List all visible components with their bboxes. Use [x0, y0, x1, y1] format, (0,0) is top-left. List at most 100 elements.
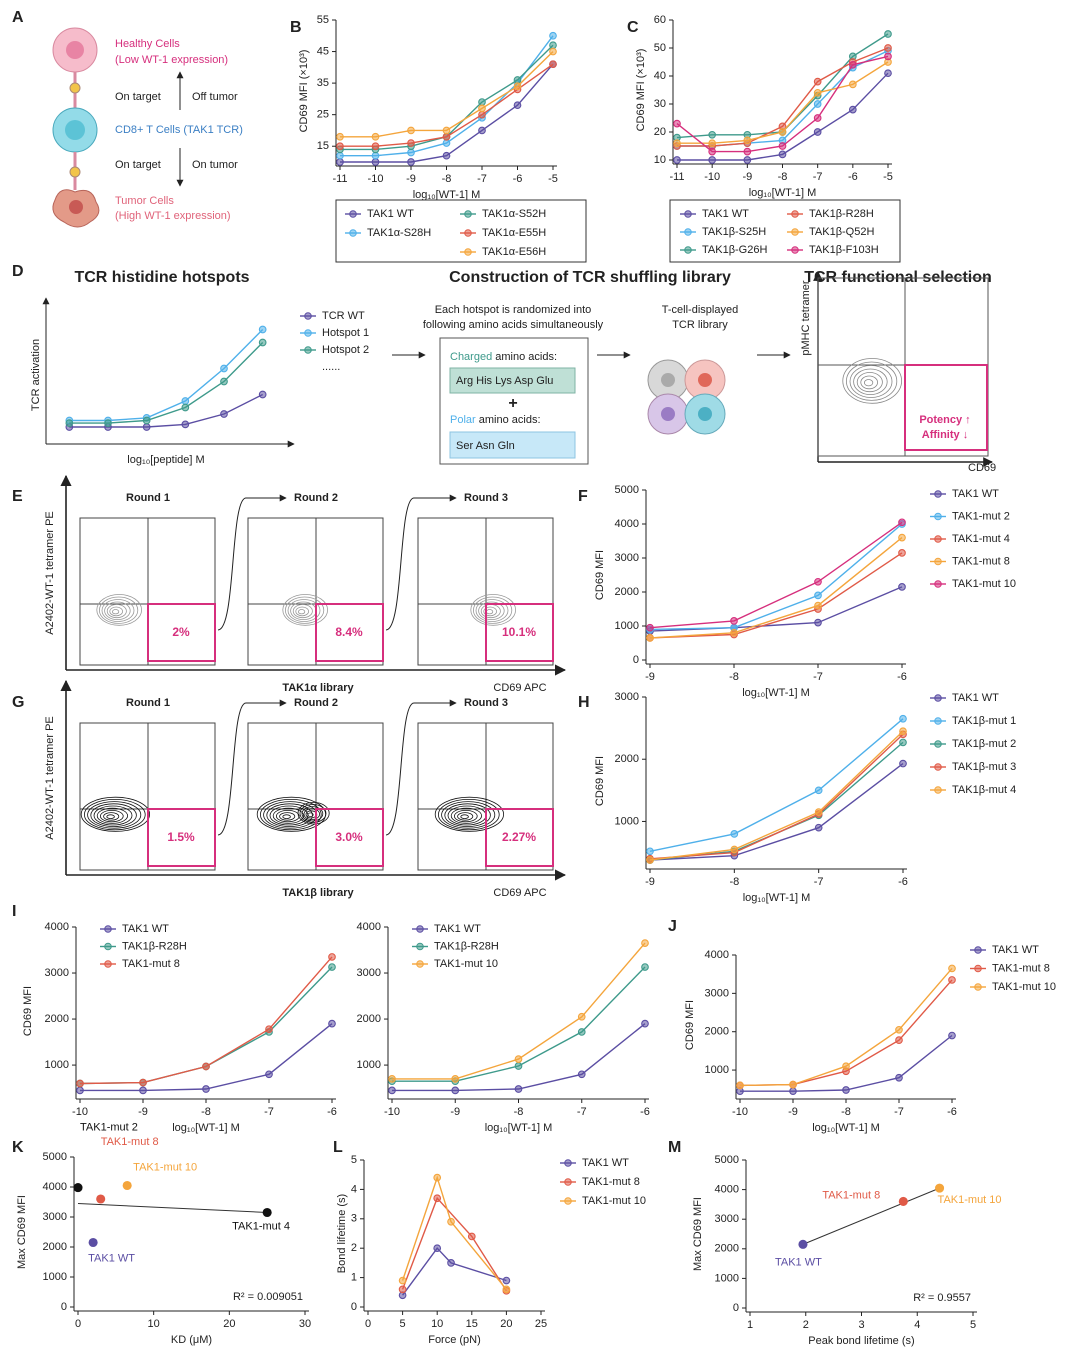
data-point [451, 1086, 460, 1095]
panel-d: TCR histidine hotspots Construction of T… [74, 269, 996, 474]
y-tick-label: 5 [351, 1154, 357, 1166]
label: Healthy Cells [115, 38, 180, 50]
contour [450, 807, 482, 824]
data-point [265, 1025, 273, 1034]
legend-label: TAK1 WT [952, 488, 999, 500]
legend-marker [934, 535, 942, 543]
data-point [104, 419, 112, 427]
series-line [340, 51, 554, 138]
x-tick-label: -11 [332, 173, 347, 185]
panel-letter: K [12, 1139, 24, 1156]
data-point [549, 60, 557, 69]
legend-marker [974, 946, 982, 954]
label: Polar [450, 414, 476, 426]
data-point [934, 1183, 945, 1193]
contour [266, 803, 313, 827]
x-tick-label: 5 [970, 1319, 976, 1331]
data-point [262, 1207, 272, 1218]
y-tick-label: 1 [351, 1272, 357, 1284]
data-point [407, 139, 415, 147]
y-tick-label: 4000 [615, 518, 639, 530]
data-point [814, 601, 822, 610]
x-tick-label: -10 [72, 1106, 88, 1118]
y-tick-label: 15 [317, 140, 329, 152]
data-point [258, 390, 267, 399]
contour [485, 609, 494, 615]
legend-marker [464, 210, 472, 218]
data-point [407, 148, 415, 157]
y-axis-label: CD69 MFI [594, 756, 606, 806]
nucleus [698, 407, 712, 421]
data-point [789, 1087, 797, 1096]
data-point [813, 77, 822, 86]
data-point [708, 130, 717, 139]
legend-marker [934, 512, 942, 521]
y-tick-label: 2000 [357, 1013, 381, 1025]
arrow [217, 494, 287, 631]
legend-label: TAK1β-mut 2 [952, 738, 1016, 750]
x-tick-label: -9 [788, 1106, 798, 1118]
panel-letter: E [12, 488, 23, 505]
y-tick-label: 0 [633, 654, 639, 666]
data-point [641, 963, 649, 971]
series-line [649, 586, 903, 632]
x-axis-label: KD (μM) [171, 1334, 212, 1346]
series-line [401, 1175, 507, 1290]
x-tick-label: -9 [645, 671, 655, 683]
label: + [508, 395, 517, 412]
data-point [842, 1062, 850, 1071]
data-point [898, 583, 906, 591]
panel-letter: I [12, 903, 16, 920]
data-point [884, 52, 892, 61]
x-tick-label: -7 [577, 1106, 587, 1118]
legend-label: TAK1 WT [434, 923, 481, 935]
panel-letter: H [578, 694, 590, 711]
data-point [778, 150, 787, 159]
x-tick-label: 15 [466, 1318, 478, 1330]
label: CD8+ T Cells (TAK1 TCR) [115, 124, 243, 136]
y-tick-label: 2000 [615, 753, 639, 765]
legend-marker [934, 717, 942, 725]
contour [856, 372, 883, 393]
legend-label: TAK1-mut 10 [582, 1195, 646, 1207]
contour [478, 601, 505, 621]
data-point [328, 963, 336, 971]
legend-marker [304, 329, 312, 337]
data-point [181, 420, 190, 429]
contour [853, 368, 888, 396]
data-point [502, 1276, 511, 1285]
round-label: Round 1 [126, 697, 170, 709]
legend-marker [974, 964, 982, 973]
legend-label: TAK1-mut 8 [122, 958, 180, 970]
series-line [649, 763, 904, 861]
x-tick-label: -5 [883, 171, 893, 183]
data-point [258, 325, 267, 334]
x-tick-label: 20 [500, 1318, 512, 1330]
x-tick-label: -8 [778, 171, 788, 183]
data-point [577, 1070, 586, 1079]
round-label: Round 2 [294, 697, 338, 709]
data-point [388, 1075, 396, 1083]
data-point [798, 1239, 808, 1249]
x-axis-label: Force (pN) [428, 1334, 481, 1346]
data-point [577, 1028, 586, 1036]
x-tick-label: 30 [299, 1318, 311, 1330]
x-tick-label: -6 [947, 1106, 957, 1118]
legend-label: Hotspot 1 [322, 327, 369, 339]
y-tick-label: 2000 [705, 1026, 729, 1038]
data-point [65, 419, 74, 427]
data-point [899, 759, 907, 768]
series-line [649, 718, 904, 852]
legend-marker [791, 228, 799, 236]
data-point [549, 47, 557, 56]
x-tick-label: -7 [814, 876, 824, 888]
point-label: TAK1-mut 4 [232, 1220, 290, 1232]
series-line [69, 329, 264, 422]
legend-label: TAK1β-R28H [809, 208, 874, 220]
nucleus [661, 407, 675, 421]
data-point [743, 136, 752, 145]
y-axis-label: CD69 MFI [22, 986, 34, 1036]
data-point [336, 132, 344, 141]
data-point [202, 1085, 210, 1093]
legend-label: TAK1α-S52H [482, 208, 546, 220]
